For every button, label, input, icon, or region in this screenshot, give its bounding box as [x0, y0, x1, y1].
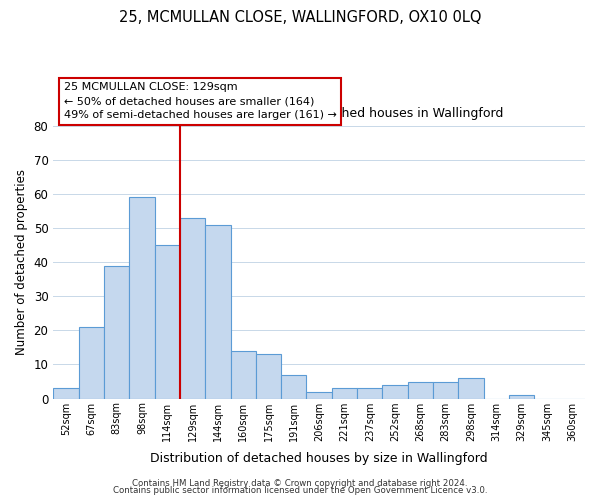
Bar — [256, 354, 281, 399]
Bar — [230, 351, 256, 399]
Bar — [509, 395, 535, 398]
Bar — [281, 374, 307, 398]
Bar — [205, 224, 230, 398]
Bar — [79, 327, 104, 398]
Bar — [382, 385, 408, 398]
Y-axis label: Number of detached properties: Number of detached properties — [15, 169, 28, 355]
Bar — [53, 388, 79, 398]
Bar — [307, 392, 332, 398]
Bar — [357, 388, 382, 398]
Text: 25, MCMULLAN CLOSE, WALLINGFORD, OX10 0LQ: 25, MCMULLAN CLOSE, WALLINGFORD, OX10 0L… — [119, 10, 481, 25]
Bar — [332, 388, 357, 398]
Text: Contains public sector information licensed under the Open Government Licence v3: Contains public sector information licen… — [113, 486, 487, 495]
Bar — [458, 378, 484, 398]
Bar — [104, 266, 129, 398]
Bar — [408, 382, 433, 398]
Bar — [180, 218, 205, 398]
Text: 25 MCMULLAN CLOSE: 129sqm
← 50% of detached houses are smaller (164)
49% of semi: 25 MCMULLAN CLOSE: 129sqm ← 50% of detac… — [64, 82, 337, 120]
Bar — [433, 382, 458, 398]
Bar — [129, 198, 155, 398]
Text: Contains HM Land Registry data © Crown copyright and database right 2024.: Contains HM Land Registry data © Crown c… — [132, 478, 468, 488]
Title: Size of property relative to detached houses in Wallingford: Size of property relative to detached ho… — [135, 108, 503, 120]
X-axis label: Distribution of detached houses by size in Wallingford: Distribution of detached houses by size … — [151, 452, 488, 465]
Bar — [155, 245, 180, 398]
